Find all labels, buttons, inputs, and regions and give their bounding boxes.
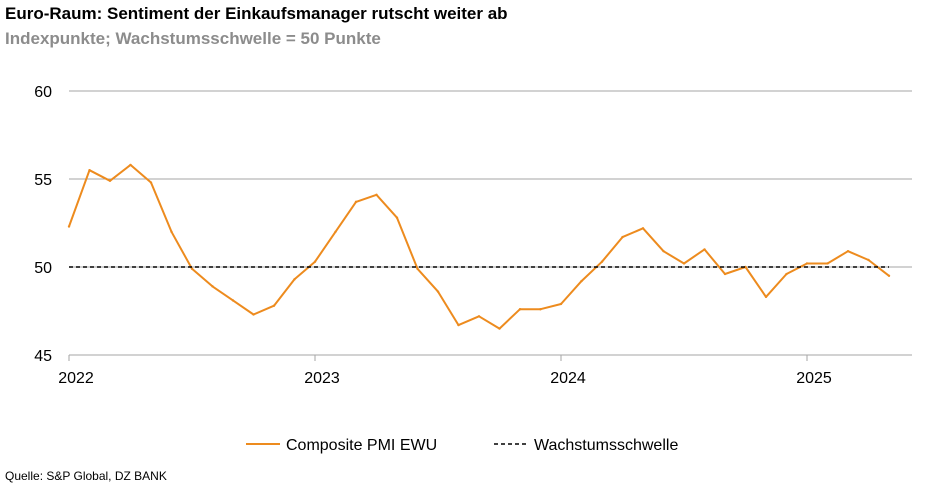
pmi-point [67, 225, 71, 228]
pmi-point [518, 308, 522, 311]
pmi-point [88, 169, 91, 172]
pmi-point [641, 227, 645, 230]
pmi-point [826, 262, 829, 265]
x-tick-label-2025: 2025 [796, 370, 832, 387]
pmi-point [190, 267, 194, 270]
pmi-point [272, 304, 276, 307]
pmi-point [785, 272, 788, 276]
pmi-point [703, 248, 706, 251]
x-tick-label-2022: 2022 [58, 370, 94, 387]
pmi-point [334, 230, 337, 233]
pmi-point [887, 274, 891, 277]
pmi-point [354, 200, 358, 204]
pmi-point [436, 290, 440, 293]
pmi-point [682, 262, 686, 265]
legend: Composite PMI EWU Wachstumsschwelle [246, 437, 678, 454]
y-tick-label-60: 60 [34, 84, 52, 101]
pmi-point [559, 302, 563, 306]
pmi-point [621, 235, 624, 239]
pmi-point [764, 295, 768, 299]
grid [69, 90, 912, 268]
pmi-point [600, 260, 604, 263]
pmi-point [129, 163, 132, 167]
axes: 45 50 55 60 2022 2023 2024 2025 [34, 84, 912, 387]
y-tick-label-45: 45 [34, 348, 52, 365]
pmi-point [149, 181, 153, 184]
pmi-point [313, 260, 317, 263]
pmi-point [395, 216, 399, 219]
pmi-point [108, 179, 112, 182]
pmi-point [375, 193, 378, 197]
x-tick-label-2024: 2024 [550, 370, 586, 387]
pmi-point [723, 272, 727, 276]
y-tick-label-50: 50 [34, 260, 52, 277]
pmi-point [457, 323, 460, 327]
pmi-point [477, 315, 481, 318]
pmi-point [498, 327, 501, 330]
pmi-point [846, 249, 850, 253]
series-layer [67, 163, 891, 330]
chart-subtitle: Indexpunkte; Wachstumsschwelle = 50 Punk… [5, 29, 381, 48]
pmi-point [416, 267, 419, 270]
legend-pmi-label: Composite PMI EWU [286, 437, 437, 454]
source-note: Quelle: S&P Global, DZ BANK [5, 469, 167, 483]
legend-threshold-label: Wachstumsschwelle [534, 437, 678, 454]
pmi-point [805, 262, 809, 265]
chart-title: Euro-Raum: Sentiment der Einkaufsmanager… [5, 4, 508, 23]
pmi-point [211, 285, 214, 288]
x-tick-label-2023: 2023 [304, 370, 340, 387]
pmi-point [867, 258, 870, 262]
pmi-point [231, 299, 235, 302]
pmi-point [539, 308, 542, 311]
pmi-point [252, 313, 255, 316]
pmi-point [662, 249, 665, 253]
pmi-point [293, 278, 296, 281]
y-tick-label-55: 55 [34, 172, 52, 189]
pmi-point [580, 279, 583, 283]
pmi-point [170, 230, 173, 233]
pmi-series-line [68, 163, 890, 330]
